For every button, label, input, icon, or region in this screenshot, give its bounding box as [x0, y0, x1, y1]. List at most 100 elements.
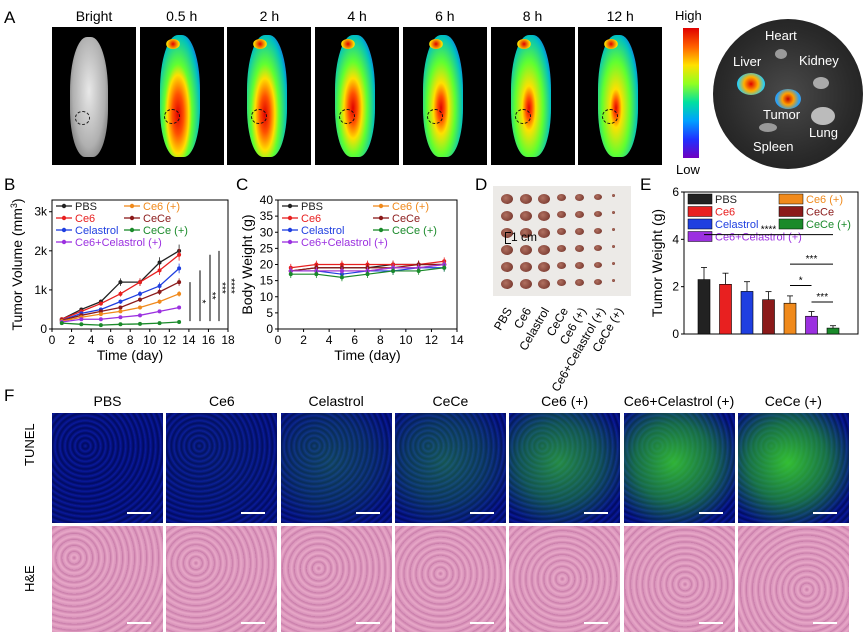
tunel-stain-image [394, 413, 506, 523]
data-point [138, 297, 142, 302]
legend-label: CeCe [806, 207, 834, 219]
data-point [365, 272, 370, 277]
legend-label: Celastrol [715, 219, 758, 231]
legend-marker [61, 215, 67, 221]
tumor-specimen [501, 245, 513, 255]
he-scale-bar [469, 622, 494, 624]
x-tick-label: 2 [68, 333, 75, 347]
x-tick-label: 12 [425, 333, 439, 347]
tumor-specimen [575, 228, 584, 235]
panel-a-column-label: 0.5 h [166, 8, 198, 24]
tumor-specimen [519, 228, 532, 238]
tumor-specimen [556, 194, 566, 201]
he-scale-bar [584, 622, 609, 624]
significance-label: **** [761, 225, 777, 236]
tumor-specimen [575, 245, 584, 252]
tumor-specimen [593, 245, 602, 251]
tumor-specimen [519, 262, 532, 272]
tumor-specimen [593, 279, 602, 285]
data-point [157, 321, 162, 326]
significance-label: *** [816, 292, 828, 303]
panel-d-label: D [475, 175, 488, 194]
tunel-stain-image [166, 413, 278, 523]
y-tick-label: 1k [34, 283, 48, 297]
tunel-scale-bar [241, 512, 266, 514]
y-tick-label: 6 [672, 185, 679, 199]
tunel-stain-image [623, 413, 735, 523]
panel-a-column-label: Bright [75, 8, 113, 24]
mouse-image [227, 27, 312, 165]
scale-bar-bracket [505, 232, 511, 244]
panel-a-column-label: 2 h [259, 8, 280, 24]
legend-label: CeCe [392, 213, 420, 225]
tumor-specimen [556, 245, 566, 252]
y-tick-label: 5 [266, 306, 273, 320]
legend-label: Ce6 [301, 213, 321, 225]
x-tick-label: 2 [300, 333, 307, 347]
y-tick-label: 40 [260, 193, 274, 207]
legend-label: Ce6+Celastrol (+) [75, 237, 162, 249]
tumor-specimen [501, 211, 513, 221]
x-tick-label: 8 [377, 333, 384, 347]
head-signal [428, 39, 443, 49]
legend-marker [287, 203, 293, 209]
head-signal [341, 39, 356, 49]
panel-f-column-label: PBS [93, 393, 122, 409]
data-point [118, 305, 123, 310]
tunel-scale-bar [584, 512, 609, 514]
plot-frame [51, 199, 229, 330]
mouse-image [402, 27, 487, 165]
ex-vivo-organ-image: Heart Liver Kidney Tumor Lung Spleen [713, 19, 863, 169]
panel-f-column-label: Ce6 (+) [541, 393, 589, 409]
x-tick-label: 4 [326, 333, 333, 347]
he-stain-image [509, 526, 621, 632]
x-tick-label: 10 [143, 333, 157, 347]
y-tick-label: 2 [672, 280, 679, 294]
y-axis-label-sup: 3 [9, 203, 19, 208]
x-tick-label: 14 [182, 333, 196, 347]
tumor-specimen [575, 211, 584, 218]
tumor-specimen [593, 262, 602, 268]
data-point [177, 252, 182, 257]
tumor-specimen [538, 279, 550, 289]
mouse-fluorescence-signal [598, 35, 639, 157]
legend-marker [378, 215, 384, 221]
bar [697, 279, 711, 335]
legend-marker [129, 215, 135, 221]
tunel-stain-image [52, 413, 163, 523]
data-point [339, 275, 344, 280]
mouse-fluorescence-signal [510, 35, 551, 157]
legend-swatch [687, 206, 713, 217]
tumor-specimen [612, 194, 615, 197]
legend-label: Ce6 (+) [806, 194, 843, 206]
data-point [177, 319, 182, 324]
y-tick-label: 0 [40, 322, 47, 336]
legend-label: PBS [715, 194, 737, 206]
colorbar-high-label: High [675, 8, 702, 23]
tumor-specimen [612, 228, 615, 231]
tumor-specimen [612, 211, 615, 214]
mouse-image [490, 27, 575, 165]
tumor-signal [775, 89, 801, 109]
legend-label: Ce6 (+) [392, 201, 429, 213]
he-stain-image [52, 526, 163, 632]
bar [826, 327, 840, 335]
y-tick-label: 3k [34, 205, 48, 219]
he-scale-bar [355, 622, 380, 624]
panel-f-label: F [4, 386, 15, 405]
data-point [177, 266, 182, 271]
significance-label: * [196, 300, 207, 304]
legend-marker [61, 203, 67, 209]
bar [719, 284, 732, 335]
x-tick-label: 12 [163, 333, 177, 347]
data-point [314, 272, 319, 277]
mouse-image [139, 27, 224, 165]
tumor-circle [339, 109, 356, 124]
data-point [118, 309, 123, 314]
lung-organ [811, 107, 835, 125]
x-tick-label: 14 [450, 333, 464, 347]
panel-f-column-label: Ce6+Celastrol (+) [623, 393, 735, 409]
data-point [177, 305, 182, 310]
panel-a-column-label: 4 h [347, 8, 367, 24]
data-point [442, 265, 447, 270]
